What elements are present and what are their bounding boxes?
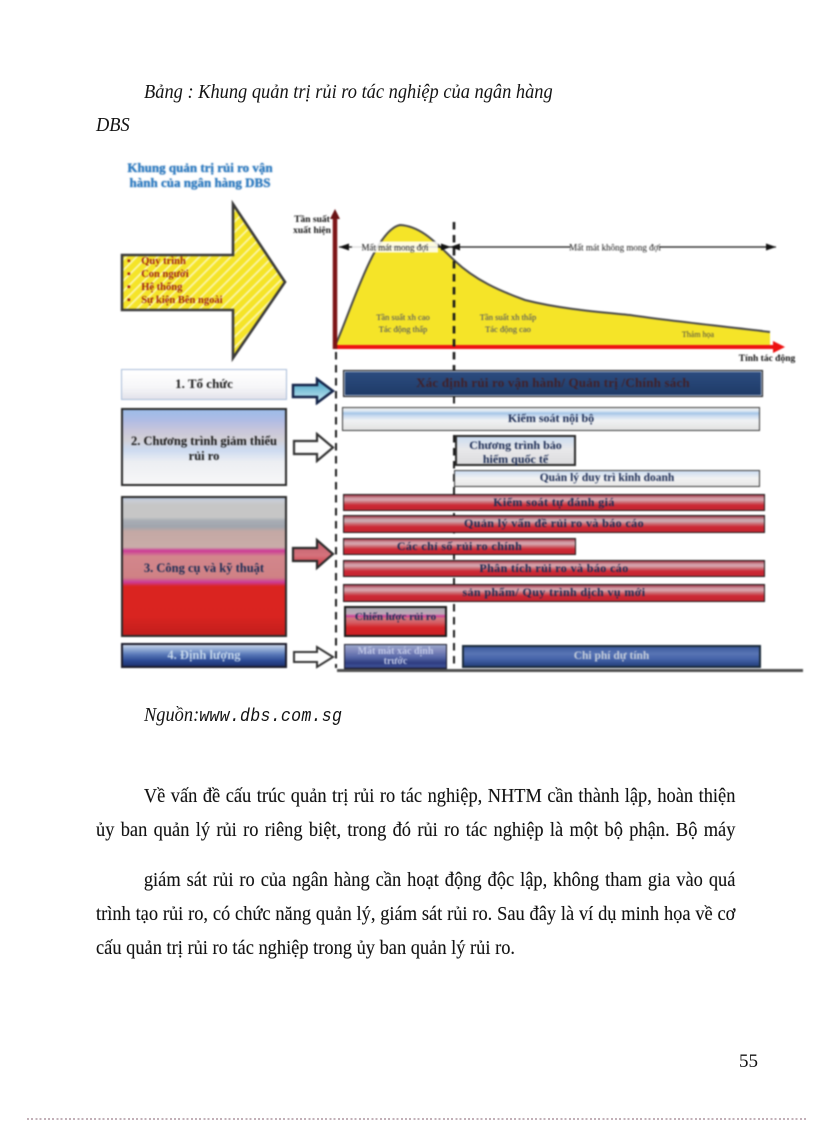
svg-text:Thảm họa: Thảm họa: [682, 330, 715, 339]
svg-text:Mất mát mong đợi: Mất mát mong đợi: [361, 243, 429, 253]
svg-text:Tác động cao: Tác động cao: [485, 324, 531, 334]
svg-text:Tần suất: Tần suất: [294, 214, 330, 225]
svg-text:Tính tác động: Tính tác động: [739, 354, 796, 364]
svg-text:Tác động thấp: Tác động thấp: [379, 324, 428, 334]
svg-text:Tần suất xh cao: Tần suất xh cao: [376, 312, 430, 322]
svg-text:xuất hiện: xuất hiện: [293, 225, 331, 236]
svg-text:Tần suất xh thấp: Tần suất xh thấp: [480, 312, 536, 322]
svg-text:Mất mát không mong đợi: Mất mát không mong đợi: [569, 243, 661, 253]
